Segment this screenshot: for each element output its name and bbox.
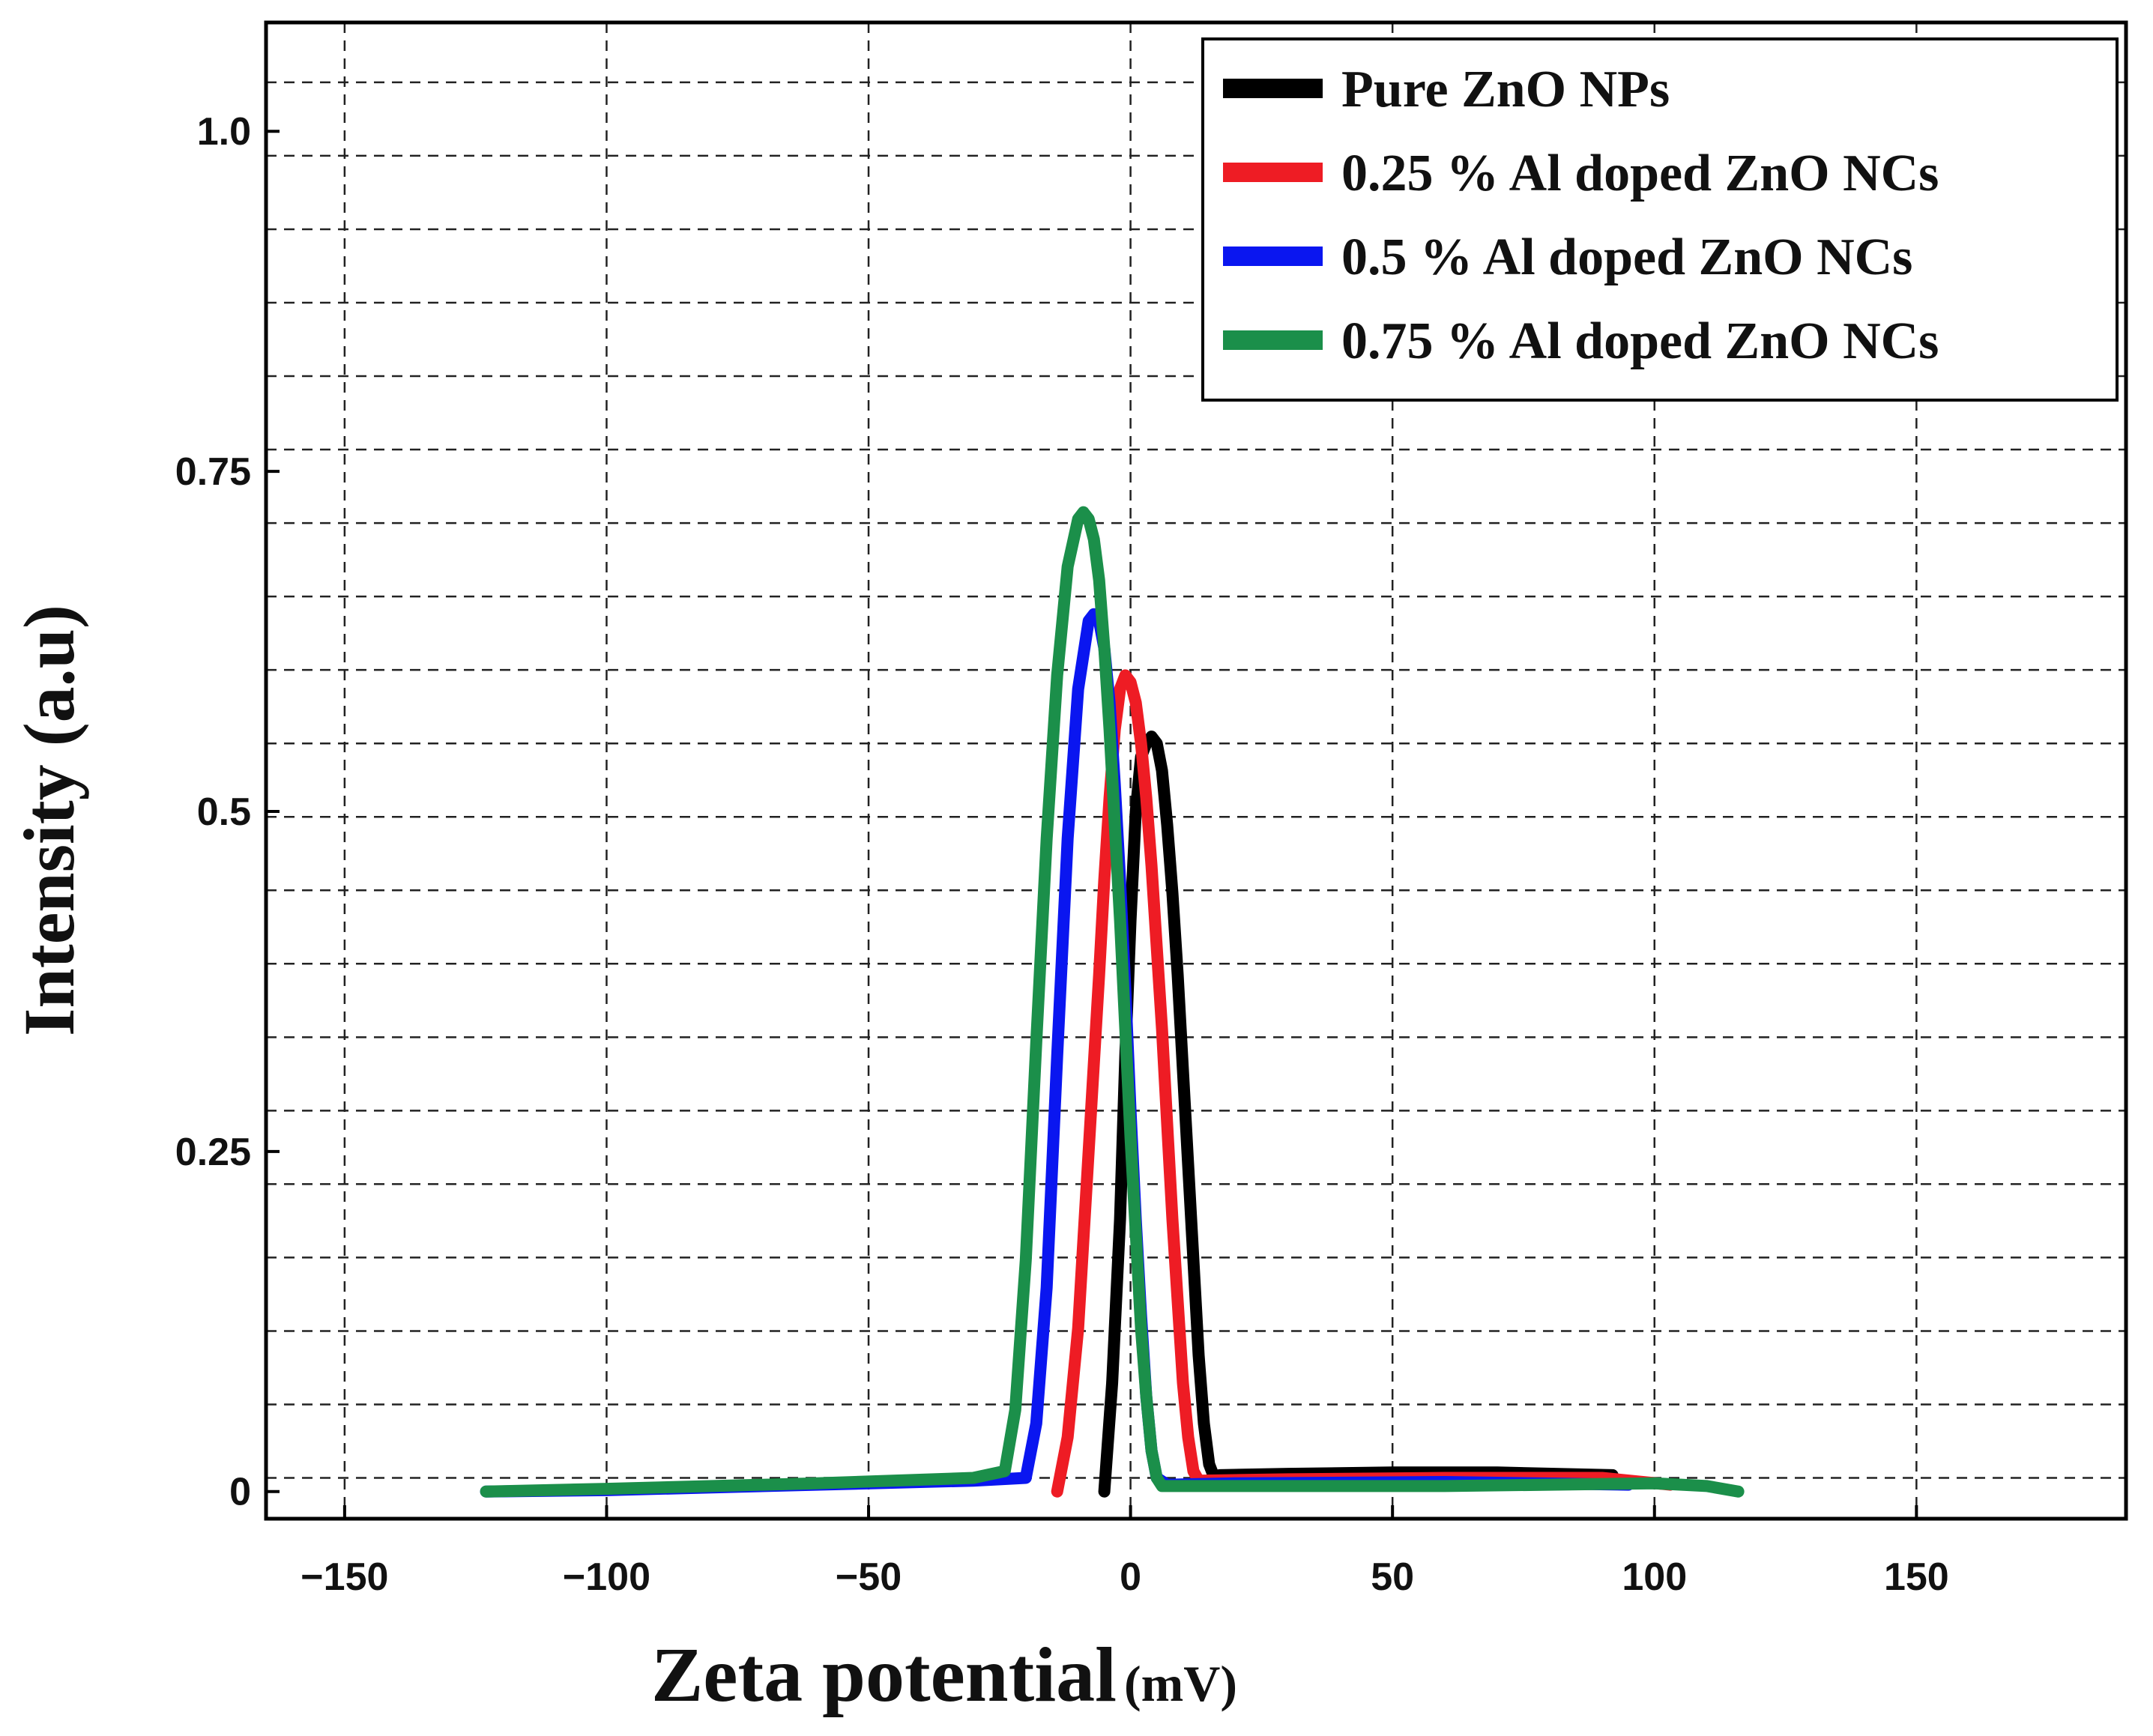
series-layer <box>480 506 1745 1498</box>
legend: Pure ZnO NPs 0.25 % Al doped ZnO NCs 0.5 %… <box>1201 37 2119 402</box>
legend-label-1: Pure ZnO NPs <box>1341 61 1670 118</box>
legend-label-2: 0.25 % Al doped ZnO NCs <box>1341 145 1939 202</box>
legend-label-3: 0.5 % Al doped ZnO NCs <box>1341 229 1912 286</box>
grid-lines <box>266 22 2126 1519</box>
x-tick-label: 50 <box>1371 1555 1414 1599</box>
x-tick-label: 150 <box>1884 1555 1949 1599</box>
x-axis-title: Zeta potential <box>651 1632 1117 1718</box>
series-line-2 <box>1051 669 1676 1498</box>
y-tick-label: 0 <box>229 1471 251 1514</box>
axis-ticks: −150 −100 −50 0 50 100 150 0 0.25 0.5 0.75 1.0 <box>175 110 1949 1599</box>
x-tick-label: −50 <box>836 1555 902 1599</box>
y-axis-title: Intensity (a.u) <box>9 605 89 1036</box>
x-tick-label: 0 <box>1120 1555 1141 1599</box>
y-tick-label: 1.0 <box>197 110 251 154</box>
series-line-4 <box>480 506 1745 1498</box>
legend-label-4: 0.75 % Al doped ZnO NCs <box>1341 312 1939 370</box>
plot-frame <box>264 20 2128 1521</box>
y-tick-label: 0.75 <box>175 450 251 494</box>
y-tick-label: 0.25 <box>175 1131 251 1174</box>
x-tick-label: 100 <box>1622 1555 1687 1599</box>
x-axis-unit: (mV) <box>1124 1655 1237 1712</box>
x-tick-label: −150 <box>301 1555 388 1599</box>
y-tick-label: 0.5 <box>197 790 251 834</box>
legend-box <box>1201 37 2119 402</box>
x-tick-label: −100 <box>563 1555 650 1599</box>
